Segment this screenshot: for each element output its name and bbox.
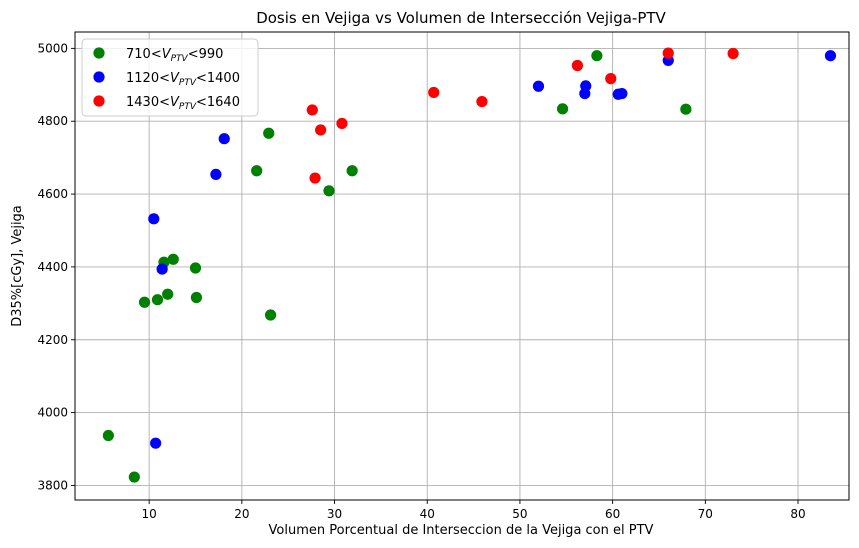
data-point-series-2 (616, 87, 628, 100)
points-layer (102, 47, 837, 483)
y-tick-label: 4800 (37, 114, 68, 128)
x-tick-label: 10 (142, 507, 157, 521)
data-point-series-3 (315, 124, 327, 136)
legend-marker-series-1 (93, 47, 105, 59)
x-tick-label: 40 (420, 507, 435, 521)
data-point-series-3 (727, 47, 739, 60)
grid-layer (75, 32, 849, 500)
data-point-series-1 (151, 294, 164, 306)
data-point-series-3 (605, 73, 617, 85)
y-tick-label: 4400 (37, 260, 68, 274)
y-axis-label: D35%[cGy], Vejiga (10, 205, 25, 327)
y-tick-label: 4200 (37, 333, 68, 347)
legend-marker-series-3 (93, 95, 105, 107)
x-tick-label: 30 (327, 507, 342, 521)
data-point-series-1 (323, 185, 335, 197)
legend-box (81, 38, 259, 117)
x-axis-label: Volumen Porcentual de Interseccion de la… (269, 523, 654, 538)
data-point-series-2 (210, 168, 222, 181)
data-point-series-3 (306, 104, 318, 116)
data-point-series-1 (263, 127, 275, 139)
x-tick-label: 60 (605, 507, 620, 521)
chart-title: Dosis en Vejiga vs Volumen de Intersecci… (256, 9, 666, 27)
data-point-series-1 (167, 253, 179, 265)
data-point-series-1 (138, 296, 151, 308)
x-tick-label: 20 (234, 507, 249, 521)
data-point-series-1 (190, 291, 203, 304)
data-point-series-3 (476, 95, 488, 108)
data-point-series-2 (532, 80, 545, 92)
legend-label-series-2: 1120<VPTV<1400 (126, 71, 240, 88)
data-point-series-2 (218, 133, 230, 145)
data-point-series-1 (128, 471, 140, 483)
data-point-series-3 (662, 47, 674, 59)
x-tick-label: 50 (512, 507, 527, 521)
y-tick-label: 3800 (37, 478, 68, 492)
data-point-series-1 (102, 429, 114, 442)
data-point-series-2 (148, 213, 160, 225)
data-point-series-1 (556, 103, 569, 115)
data-point-series-1 (162, 288, 174, 300)
data-point-series-2 (580, 80, 592, 92)
legend-marker-series-2 (93, 71, 105, 83)
ticks-layer: 10 20 30 40 50 60 70 80 3800 4000 4200 4400 4600 4800… (37, 41, 805, 521)
data-point-series-1 (189, 262, 202, 274)
legend-label-series-1: 710<VPTV<990 (126, 47, 223, 64)
x-tick-label: 70 (698, 507, 713, 521)
data-point-series-3 (428, 86, 440, 99)
data-point-series-2 (156, 263, 168, 275)
y-tick-label: 4600 (37, 187, 68, 201)
legend-label-series-3: 1430<VPTV<1640 (126, 95, 240, 112)
y-tick-label: 4000 (37, 406, 68, 420)
data-point-series-2 (824, 50, 837, 62)
data-point-series-3 (309, 172, 321, 184)
data-point-series-3 (571, 59, 584, 72)
x-tick-label: 80 (790, 507, 805, 521)
data-point-series-1 (264, 309, 277, 321)
data-point-series-1 (251, 165, 263, 177)
y-tick-label: 5000 (37, 41, 68, 55)
plot-frame (74, 31, 850, 501)
data-point-series-1 (346, 165, 358, 177)
data-point-series-1 (591, 50, 603, 62)
data-point-series-3 (336, 117, 348, 130)
data-point-series-1 (680, 103, 692, 115)
data-point-series-2 (150, 437, 162, 449)
legend: 710<VPTV<990 1120<VPTV<1400 1430<VPTV<1640 (81, 38, 259, 117)
